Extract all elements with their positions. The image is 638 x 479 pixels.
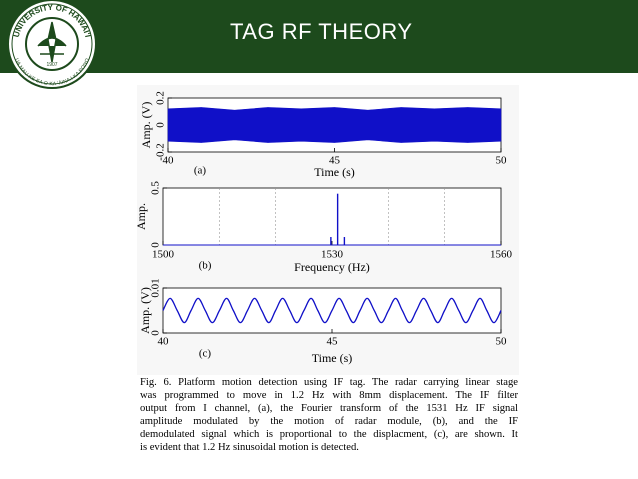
caption-line: was programmed to move in 1.2 Hz with 8m… xyxy=(140,390,518,401)
caption-line: is evident that 1.2 Hz sinusoidal motion… xyxy=(140,442,359,453)
signal-band xyxy=(167,107,502,143)
x-tick-label: 40 xyxy=(158,336,170,348)
y-axis-label: Amp. xyxy=(134,203,148,230)
x-tick-label: 40 xyxy=(163,155,175,167)
x-tick-label: 1530 xyxy=(321,249,344,261)
header-bar xyxy=(0,0,638,73)
x-axis-label: Time (s) xyxy=(314,165,355,179)
plot-area xyxy=(162,187,502,246)
y-tick-label: -0.2 xyxy=(155,143,167,160)
caption-line: demodulated signal which is proportional… xyxy=(140,429,518,440)
x-tick-label: 1560 xyxy=(490,249,513,261)
caption-line: amplitude modulated by the motion of rad… xyxy=(140,416,518,427)
panel-label: (a) xyxy=(194,165,207,177)
signal-line xyxy=(162,297,502,324)
logo: UNIVERSITY OF HAWAI'I UA MAU KE EA O KA … xyxy=(7,0,97,89)
x-tick-label: 1500 xyxy=(152,249,175,261)
x-axis-label: Frequency (Hz) xyxy=(294,260,370,274)
y-tick-label: 0 xyxy=(150,330,162,336)
caption-line: output from I channel, (a), the Fourier … xyxy=(140,403,518,414)
y-tick-label: 0.01 xyxy=(150,278,162,297)
caption: Fig. 6. Platform motion detection using … xyxy=(140,376,518,454)
y-tick-label: 0 xyxy=(155,122,167,128)
slide-title: TAG RF THEORY xyxy=(230,19,413,44)
x-tick-label: 50 xyxy=(496,155,508,167)
y-tick-label: 0.2 xyxy=(155,91,167,105)
y-axis-label: Amp. (V) xyxy=(139,102,153,149)
x-tick-label: 45 xyxy=(327,336,339,348)
y-tick-label: 0.5 xyxy=(150,181,162,195)
caption-line: Fig. 6. Platform motion detection using … xyxy=(140,377,518,388)
panel-label: (b) xyxy=(199,260,212,272)
y-tick-label: 0 xyxy=(150,242,162,248)
panel-label: (c) xyxy=(199,348,212,360)
y-axis-label: Amp. (V) xyxy=(138,287,152,334)
x-axis-label: Time (s) xyxy=(312,351,353,365)
logo-year: 1907 xyxy=(46,62,57,68)
x-tick-label: 50 xyxy=(496,336,508,348)
x-tick-label: 45 xyxy=(329,155,341,167)
